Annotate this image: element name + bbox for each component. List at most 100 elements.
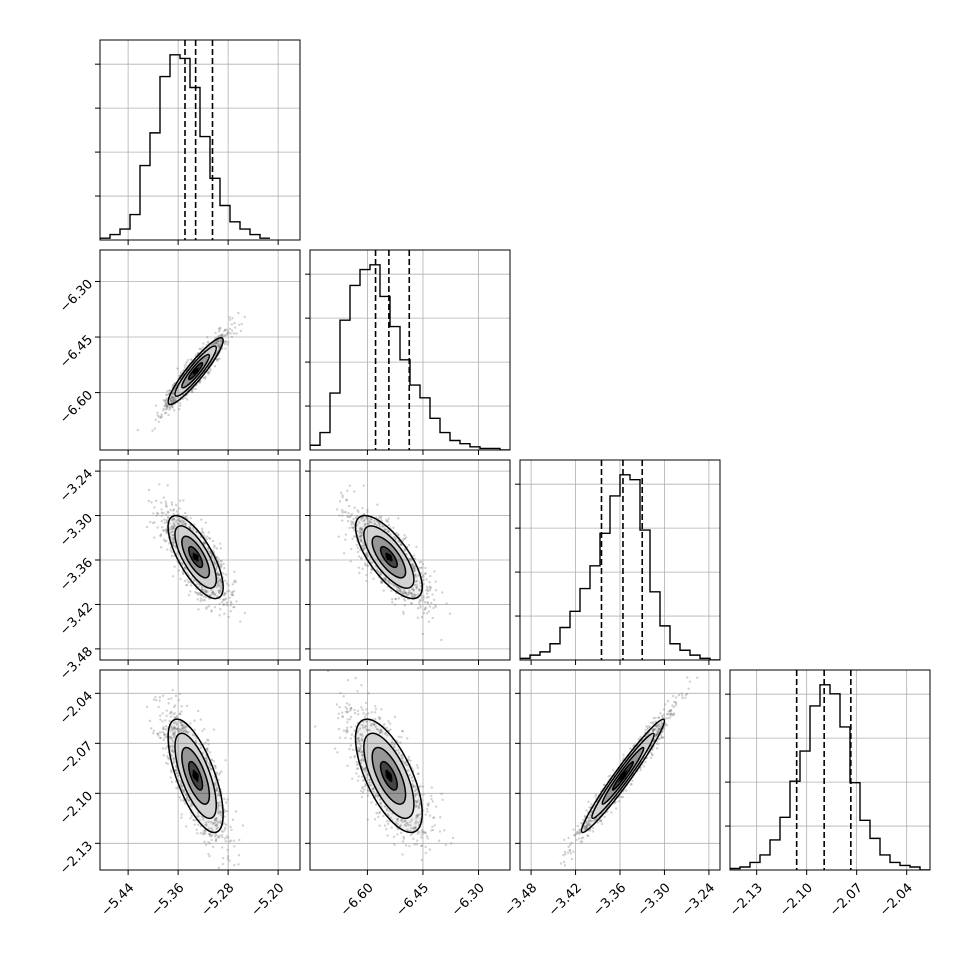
sample-point [213,544,216,547]
sample-point [428,848,432,851]
sample-point [395,585,399,588]
sample-point [352,517,355,521]
sample-point [225,582,229,585]
sample-point [579,840,583,843]
sample-point [403,823,407,827]
sample-point [660,715,664,718]
sample-point [218,345,221,349]
sample-point [668,713,672,716]
sample-point [216,826,219,829]
sample-point [216,344,219,347]
sample-point [188,526,192,530]
sample-point [221,835,224,839]
sample-point [149,727,153,730]
sample-point [171,517,175,520]
sample-point [431,616,434,620]
sample-point [162,725,165,729]
sample-point [355,767,359,770]
sample-point [652,728,655,731]
sample-point [350,523,353,526]
sample-point [218,591,221,595]
sample-point [660,736,663,739]
sample-point [215,595,219,598]
sample-point [657,729,661,732]
sample-point [409,591,412,595]
sample-point [224,573,228,576]
sample-point [651,728,654,731]
sample-point [175,715,179,718]
sample-point [650,751,653,755]
sample-point [170,729,173,732]
sample-point [392,835,396,839]
sample-point [409,820,412,824]
sample-point [383,732,387,735]
sample-point [397,589,400,593]
sample-point [232,589,236,593]
sample-point [170,394,174,398]
sample-point [582,818,585,822]
sample-point [220,339,223,342]
sample-point [411,779,415,782]
sample-point [210,610,213,613]
sample-point [583,827,586,831]
contour-line [379,760,398,791]
sample-point [216,339,220,343]
sample-point [584,826,587,830]
sample-point [191,390,194,394]
sample-point [413,593,417,596]
sample-point [392,583,395,587]
sample-point [386,579,390,583]
sample-point [183,522,187,526]
sample-point [426,587,429,591]
sample-point [165,505,169,508]
sample-point [380,731,383,734]
sample-point [652,728,655,732]
sample-point [358,521,361,524]
sample-point [405,594,408,597]
hist-panel-p1 [95,39,301,245]
sample-point [187,731,190,734]
sample-point [413,567,416,570]
sample-point [366,794,370,797]
sample-point [434,604,437,607]
sample-point [376,569,379,572]
sample-point [424,572,427,576]
sample-point [361,723,364,727]
sample-point [168,406,172,409]
sample-point [204,521,208,524]
sample-point [215,781,218,784]
sample-point [183,522,187,526]
sample-point [360,518,363,521]
sample-point [202,833,205,836]
sample-point [365,708,368,711]
sample-point [165,709,169,713]
sample-point [417,806,420,810]
sample-point [365,552,369,555]
sample-point [172,736,176,739]
sample-point [360,744,363,748]
density-fill [354,514,423,600]
sample-point [201,527,204,530]
sample-point [181,788,184,791]
sample-point [361,739,365,742]
sample-point [222,603,225,606]
sample-point [213,605,217,609]
sample-point [207,852,210,856]
sample-point [348,526,351,530]
sample-point [220,811,223,814]
sample-point [197,815,200,818]
sample-point [365,553,368,556]
sample-point [415,800,418,803]
sample-point [361,790,365,794]
sample-point [427,804,430,807]
sample-point [169,715,173,718]
sample-point [169,397,172,401]
sample-point [422,793,425,796]
x-tick-label: −3.24 [679,881,718,920]
sample-point [162,754,165,757]
sample-point [208,371,211,374]
sample-point [217,584,220,587]
sample-point [168,712,172,715]
sample-point [214,832,217,836]
sample-point [193,819,196,822]
